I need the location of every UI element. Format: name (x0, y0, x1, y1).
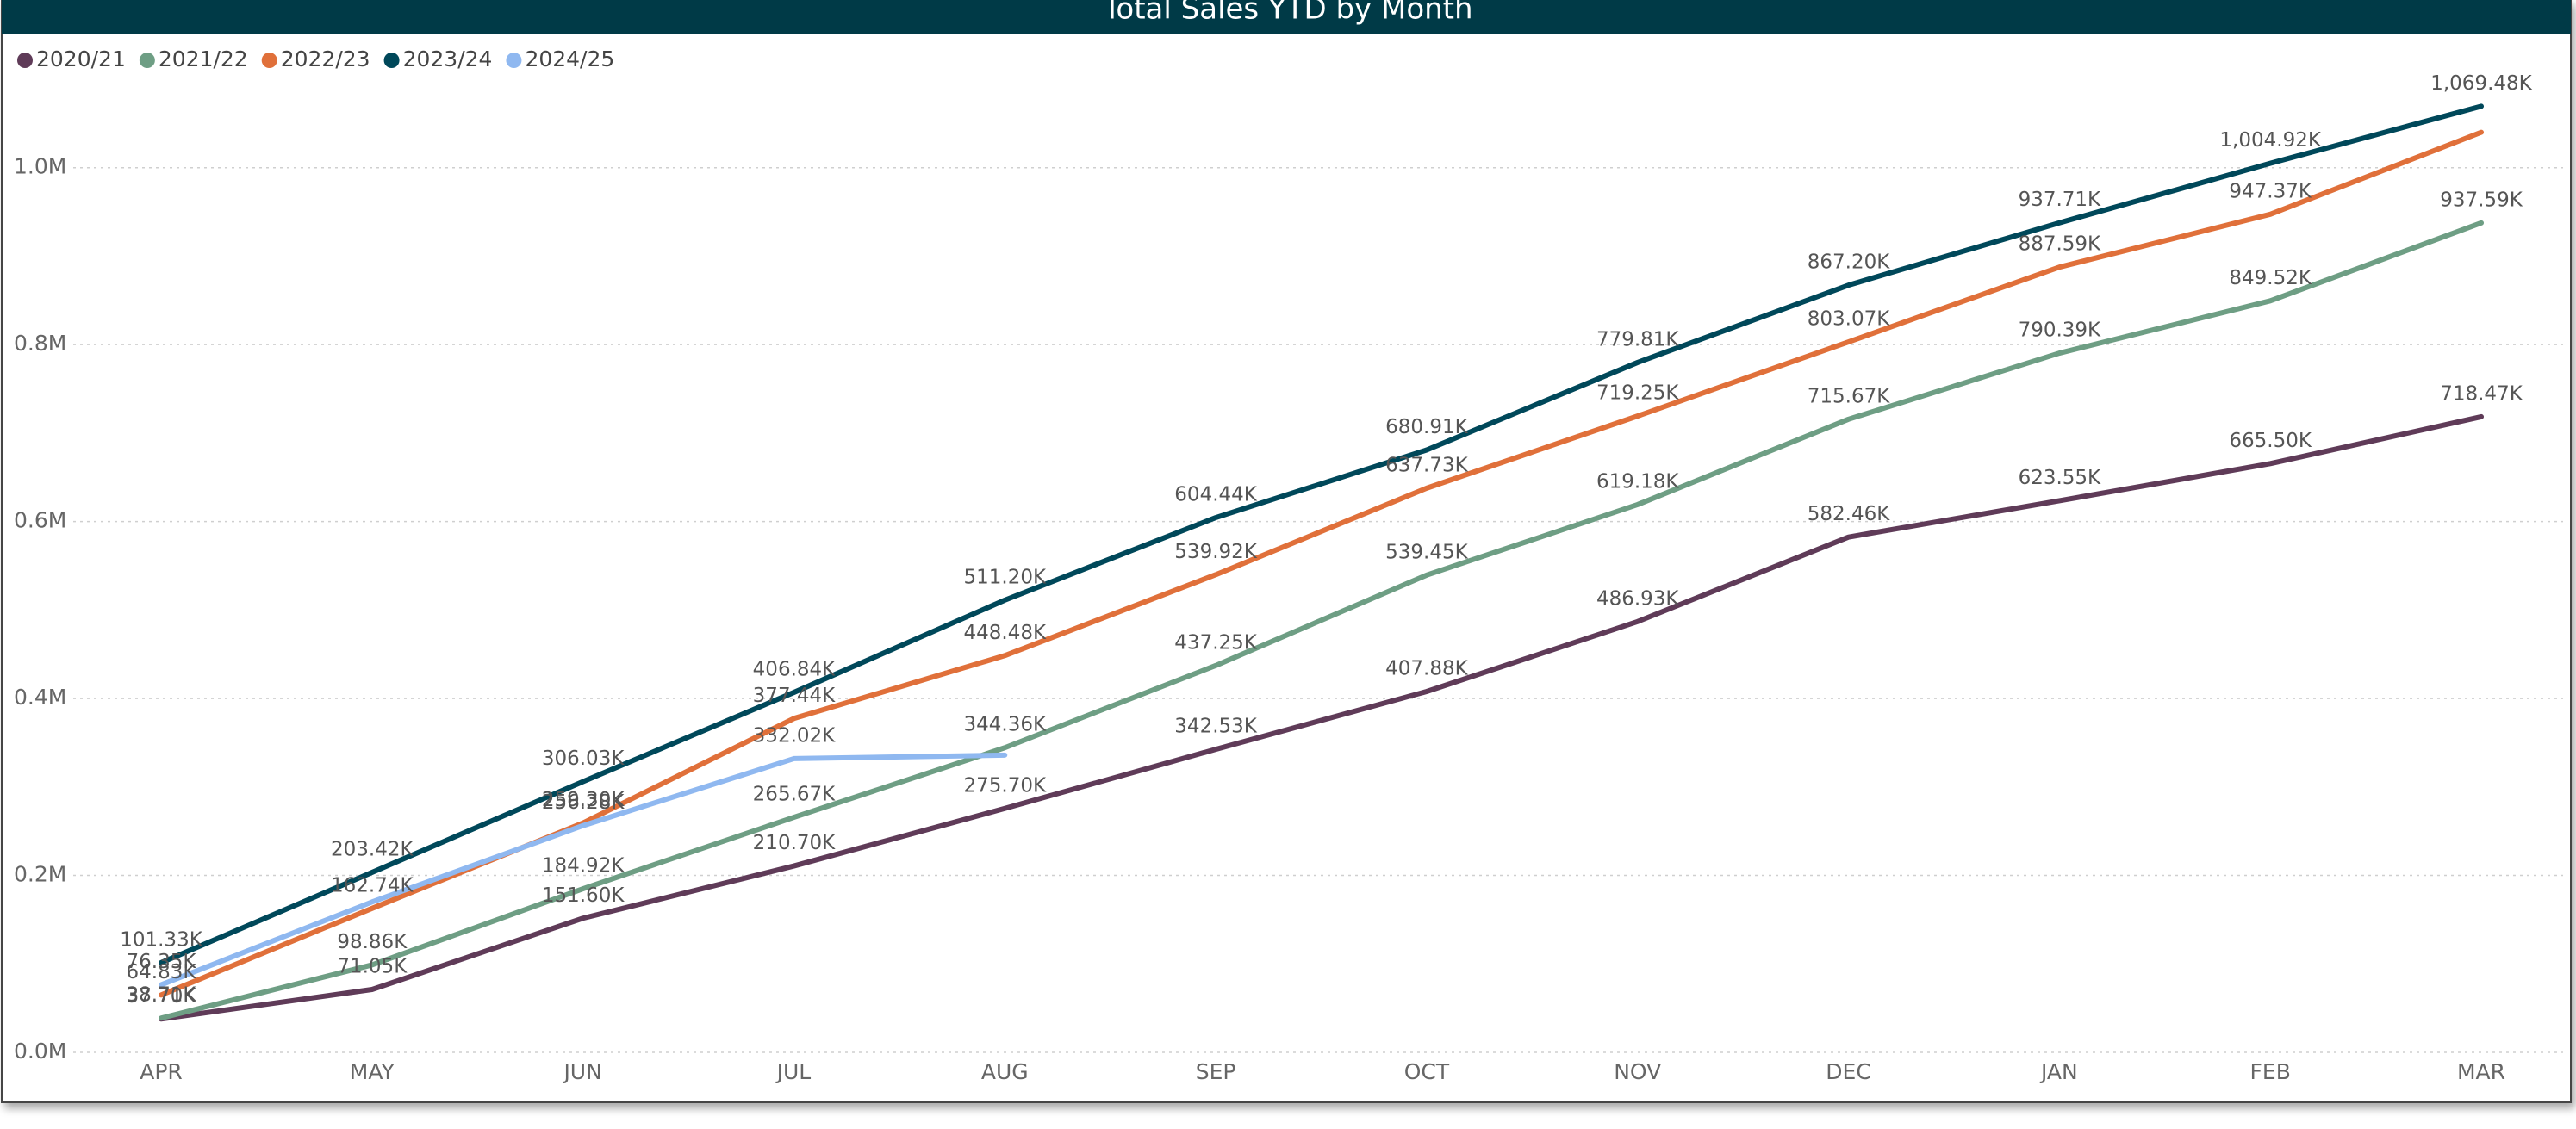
legend-marker (506, 53, 522, 68)
x-tick-label: OCT (1404, 1059, 1450, 1084)
data-label: 407.88K (1385, 657, 1468, 679)
data-label: 210.70K (753, 832, 836, 854)
x-tick-label: JUL (775, 1059, 812, 1084)
data-label: 619.18K (1596, 470, 1679, 493)
data-label: 259.30K (542, 789, 625, 811)
data-label: 623.55K (2019, 467, 2101, 489)
data-label: 719.25K (1596, 382, 1679, 405)
data-label: 680.91K (1385, 416, 1468, 438)
series-line (159, 413, 2484, 1022)
data-label: 306.03K (542, 747, 625, 770)
x-tick-label: MAR (2457, 1059, 2505, 1084)
y-tick-label: 0.4M (14, 685, 66, 710)
x-tick-label: MAY (350, 1059, 395, 1084)
data-label: 604.44K (1174, 484, 1257, 506)
data-label: 184.92K (542, 855, 625, 878)
data-label: 151.60K (542, 884, 625, 907)
data-label: 101.33K (120, 928, 202, 951)
x-tick-label: JUN (562, 1059, 601, 1084)
data-label: 1,004.92K (2219, 129, 2321, 152)
data-label: 637.73K (1385, 454, 1468, 476)
data-label: 437.25K (1174, 631, 1257, 654)
data-label: 849.52K (2229, 267, 2312, 289)
data-label: 718.47K (2440, 382, 2523, 405)
data-label: 76.35K (127, 951, 197, 973)
data-label: 803.07K (1808, 308, 1890, 331)
data-label: 937.71K (2019, 189, 2101, 211)
data-label: 448.48K (963, 622, 1046, 644)
legend-marker (383, 53, 400, 68)
data-label: 38.71K (127, 984, 197, 1007)
y-tick-label: 0.6M (14, 508, 66, 533)
legend-marker (17, 53, 33, 68)
data-label: 377.44K (753, 685, 836, 707)
data-label: 937.59K (2440, 189, 2523, 211)
series-line (159, 752, 1008, 988)
data-label: 790.39K (2019, 319, 2101, 342)
legend-label: 2021/22 (159, 47, 248, 71)
data-label: 275.70K (963, 774, 1046, 797)
data-label: 486.93K (1596, 587, 1679, 610)
x-tick-label: JAN (2039, 1059, 2078, 1084)
data-label: 256.28K (542, 791, 625, 814)
y-tick-label: 0.2M (14, 862, 66, 887)
data-label: 539.45K (1385, 541, 1468, 563)
data-label: 715.67K (1808, 385, 1890, 407)
data-label: 342.53K (1174, 716, 1257, 738)
data-label: 64.83K (127, 961, 197, 983)
chart-title: Total Sales YTD by Month (1102, 0, 1472, 27)
legend-marker (139, 53, 155, 68)
data-label: 947.37K (2229, 180, 2312, 202)
data-label: 332.02K (753, 724, 836, 747)
series-line (159, 103, 2484, 965)
legend-label: 2022/23 (281, 47, 370, 71)
series-line (159, 220, 2484, 1021)
data-label: 98.86K (337, 931, 408, 953)
x-tick-label: SEP (1196, 1059, 1236, 1084)
y-tick-label: 0.8M (14, 331, 66, 356)
legend-label: 2024/25 (525, 47, 614, 71)
x-tick-label: APR (140, 1059, 183, 1084)
x-tick-label: AUG (981, 1059, 1029, 1084)
data-label: 162.74K (331, 874, 414, 896)
legend-label: 2023/24 (403, 47, 493, 71)
data-label: 887.59K (2019, 233, 2101, 256)
x-tick-label: NOV (1614, 1059, 1661, 1084)
chart-frame (1, 0, 2572, 1103)
legend-label: 2020/21 (36, 47, 126, 71)
data-label: 779.81K (1596, 328, 1679, 350)
y-tick-label: 1.0M (14, 154, 66, 179)
data-label: 37.70K (127, 985, 197, 1008)
data-label: 344.36K (963, 714, 1046, 736)
data-label: 511.20K (963, 566, 1046, 588)
data-label: 665.50K (2229, 430, 2312, 452)
x-tick-label: FEB (2250, 1059, 2291, 1084)
data-label: 265.67K (753, 784, 836, 806)
data-label: 71.05K (337, 956, 408, 978)
data-label: 203.42K (331, 839, 414, 861)
x-tick-label: DEC (1826, 1059, 1871, 1084)
legend-marker (261, 53, 277, 68)
title-bar (2, 0, 2571, 34)
data-label: 582.46K (1808, 503, 1890, 525)
data-label: 539.92K (1174, 541, 1257, 563)
y-tick-label: 0.0M (14, 1039, 66, 1064)
data-label: 1,069.48K (2430, 72, 2532, 95)
data-label: 867.20K (1808, 251, 1890, 274)
legend: 2020/21 2021/22 2022/23 2023/24 2024/25 (17, 47, 614, 71)
data-label: 406.84K (753, 659, 836, 681)
